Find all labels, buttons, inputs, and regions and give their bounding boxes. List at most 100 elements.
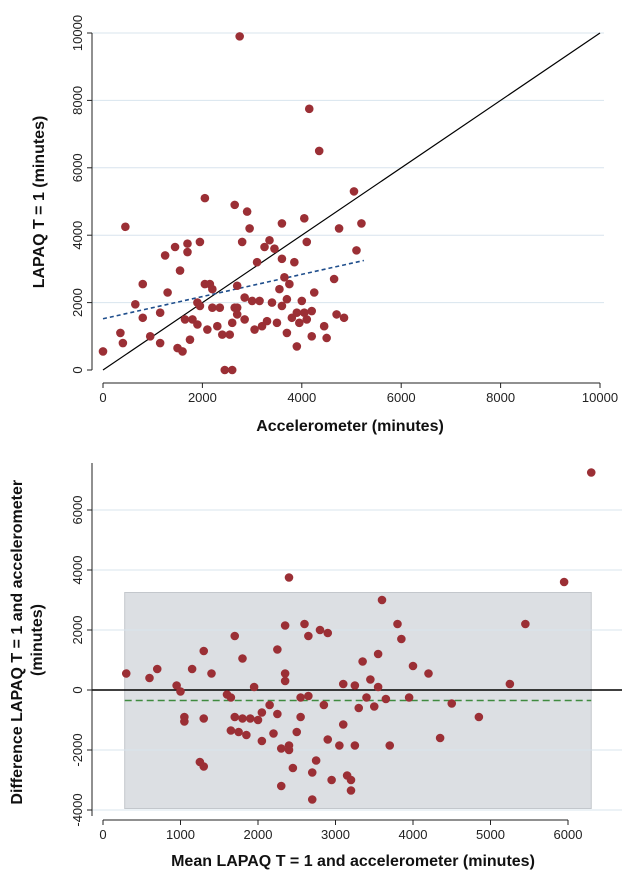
bottom-x-tick-label: 2000 (244, 827, 273, 842)
bottom-data-point (350, 681, 360, 690)
top-data-point (299, 308, 309, 318)
top-x-axis-title: Accelerometer (minutes) (256, 418, 444, 435)
top-data-point (227, 365, 237, 375)
bottom-data-point (296, 693, 305, 702)
top-data-point (247, 296, 257, 306)
top-data-point (121, 222, 130, 232)
bottom-x-tick-label: 3000 (321, 827, 350, 842)
top-data-point (155, 338, 165, 348)
top-y-tick-label: 6000 (70, 153, 85, 182)
top-data-point (292, 308, 302, 318)
bottom-y-axis-title-line-1: Difference LAPAQ T = 1 and accelerometer (9, 480, 26, 805)
bottom-data-point (319, 700, 329, 710)
bottom-data-point (187, 664, 197, 674)
bottom-data-point (230, 712, 240, 722)
top-data-point (145, 332, 155, 341)
bottom-data-point (292, 727, 302, 737)
top-data-point (260, 242, 269, 252)
top-data-point (270, 244, 279, 253)
bottom-data-point (199, 646, 209, 656)
top-data-point (282, 294, 292, 304)
top-y-tick-label: 0 (70, 366, 85, 373)
top-data-point (220, 365, 230, 375)
bottom-data-point (521, 619, 530, 629)
bottom-data-point (408, 661, 418, 671)
bottom-data-point (265, 700, 274, 710)
bottom-data-point (362, 693, 371, 702)
top-data-point (349, 187, 359, 196)
top-data-point (245, 224, 254, 233)
top-data-point (138, 279, 148, 289)
top-data-point (193, 320, 202, 329)
bottom-data-point (199, 714, 209, 723)
bottom-data-point (559, 577, 569, 587)
bottom-data-point (273, 645, 282, 654)
bottom-y-axis-title: Difference LAPAQ T = 1 and accelerometer… (9, 475, 46, 804)
bottom-data-point (257, 708, 267, 717)
bottom-data-point (435, 733, 445, 743)
bottom-data-point (245, 714, 255, 723)
bottom-data-point (253, 715, 263, 725)
top-data-point (290, 257, 299, 267)
bottom-x-tick-label: 4000 (399, 827, 428, 842)
bottom-data-point (323, 628, 333, 638)
bottom-data-point (284, 573, 294, 582)
bottom-data-point (300, 619, 309, 629)
top-data-point (195, 301, 205, 311)
bottom-data-point (447, 699, 457, 708)
bottom-data-point (505, 679, 515, 689)
bottom-data-point (249, 682, 259, 692)
bottom-data-point (280, 621, 290, 630)
bottom-x-tick-label: 0 (99, 827, 106, 842)
bottom-data-point (280, 669, 290, 678)
top-identity-line (102, 32, 601, 371)
top-data-point (282, 328, 292, 338)
bottom-data-point (152, 664, 162, 674)
bottom-data-point (276, 744, 286, 753)
top-data-point (200, 193, 210, 203)
top-y-axis-title: LAPAQ T = 1 (minutes) (31, 116, 48, 289)
top-data-point (180, 315, 190, 324)
bottom-data-point (369, 702, 379, 711)
top-data-point (183, 239, 192, 248)
top-x-tick-label: 6000 (387, 390, 416, 405)
top-data-point (339, 313, 349, 323)
top-data-point (208, 303, 217, 312)
top-data-point (277, 301, 287, 311)
bottom-data-point (304, 631, 313, 641)
top-data-point (272, 318, 282, 328)
top-data-point (314, 146, 324, 156)
top-x-tick-label: 8000 (486, 390, 515, 405)
bottom-y-tick-label: 0 (70, 686, 85, 693)
bottom-x-tick-label: 1000 (166, 827, 195, 842)
top-data-point (265, 235, 274, 245)
top-data-point (232, 281, 242, 291)
top-y-tick-label: 2000 (70, 288, 85, 317)
bottom-y-tick-label: 4000 (70, 556, 85, 585)
top-data-point (352, 246, 361, 255)
top-data-point (307, 332, 317, 341)
top-x-tick-label: 0 (99, 390, 106, 405)
bottom-y-axis-title-line-2: (minutes) (29, 604, 46, 676)
top-y-tick-label: 8000 (70, 86, 85, 115)
bottom-data-point (269, 729, 278, 738)
bottom-data-point (226, 726, 236, 735)
top-data-point (262, 316, 272, 326)
bottom-data-point (335, 741, 344, 750)
bottom-data-point (242, 730, 251, 740)
top-data-point (242, 207, 252, 216)
bottom-data-point (296, 712, 305, 722)
top-data-point (178, 347, 187, 356)
bottom-x-axis-title: Mean LAPAQ T = 1 and accelerometer (minu… (171, 853, 535, 870)
top-data-point (213, 321, 222, 331)
bottom-data-point (230, 631, 240, 641)
bottom-x-tick-label: 6000 (554, 827, 583, 842)
top-data-point (175, 266, 185, 275)
bottom-data-point (276, 781, 286, 791)
bottom-data-point (199, 762, 209, 771)
bottom-data-point (315, 625, 325, 635)
bottom-data-point (304, 691, 313, 701)
top-x-tick-label: 4000 (287, 390, 316, 405)
top-data-point (183, 247, 192, 257)
top-data-point (185, 335, 195, 344)
